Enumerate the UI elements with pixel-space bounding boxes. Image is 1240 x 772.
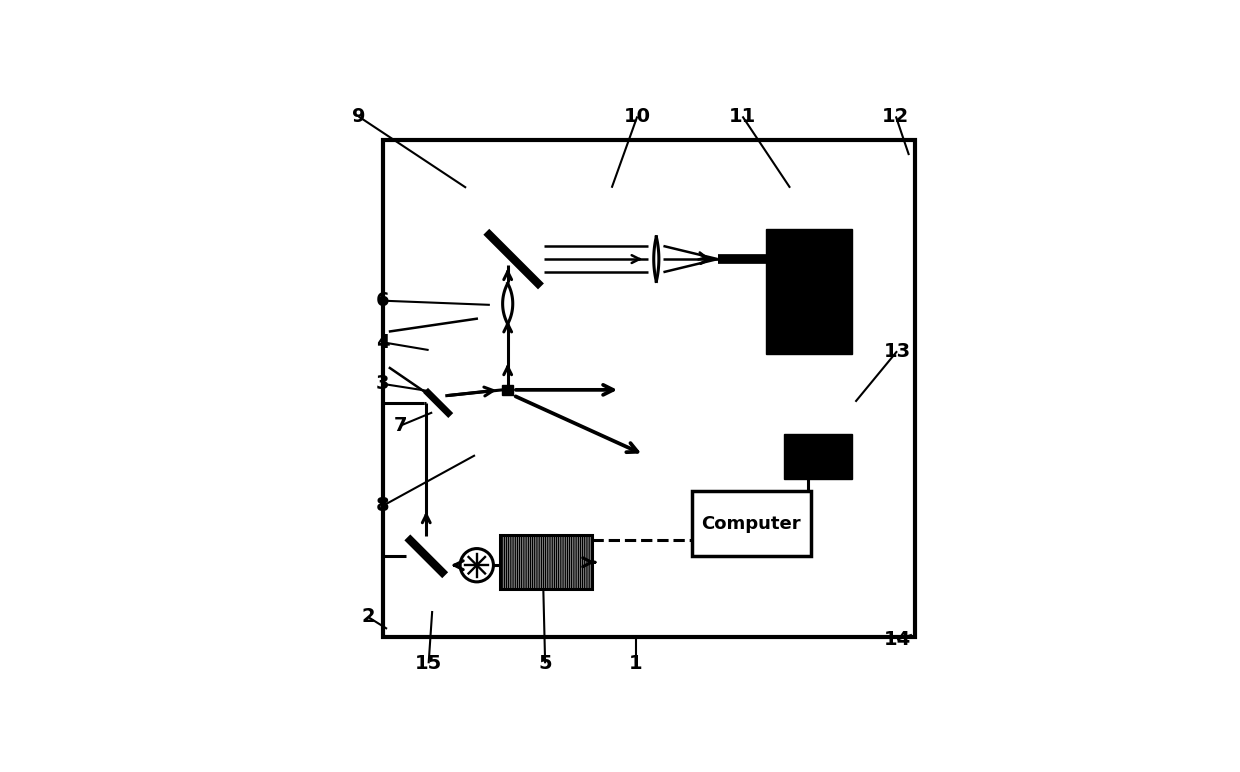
- Text: 10: 10: [624, 107, 651, 126]
- Bar: [500, 536, 593, 589]
- Bar: [692, 491, 811, 557]
- Text: 4: 4: [376, 333, 389, 352]
- Text: 13: 13: [883, 342, 910, 361]
- Text: 11: 11: [729, 107, 756, 126]
- Text: 14: 14: [883, 630, 910, 649]
- Text: 2: 2: [361, 608, 374, 626]
- Text: 8: 8: [376, 496, 389, 515]
- Text: 6: 6: [376, 291, 389, 310]
- Text: 5: 5: [538, 654, 552, 673]
- Bar: [502, 384, 513, 395]
- Text: 15: 15: [415, 654, 443, 673]
- Bar: [766, 229, 852, 354]
- Text: 12: 12: [882, 107, 909, 126]
- Text: Computer: Computer: [702, 515, 801, 533]
- Text: 9: 9: [352, 107, 366, 126]
- Bar: [784, 435, 852, 479]
- Text: 1: 1: [629, 654, 642, 673]
- Bar: [383, 141, 915, 637]
- Text: 7: 7: [394, 416, 408, 435]
- Text: 3: 3: [376, 374, 389, 394]
